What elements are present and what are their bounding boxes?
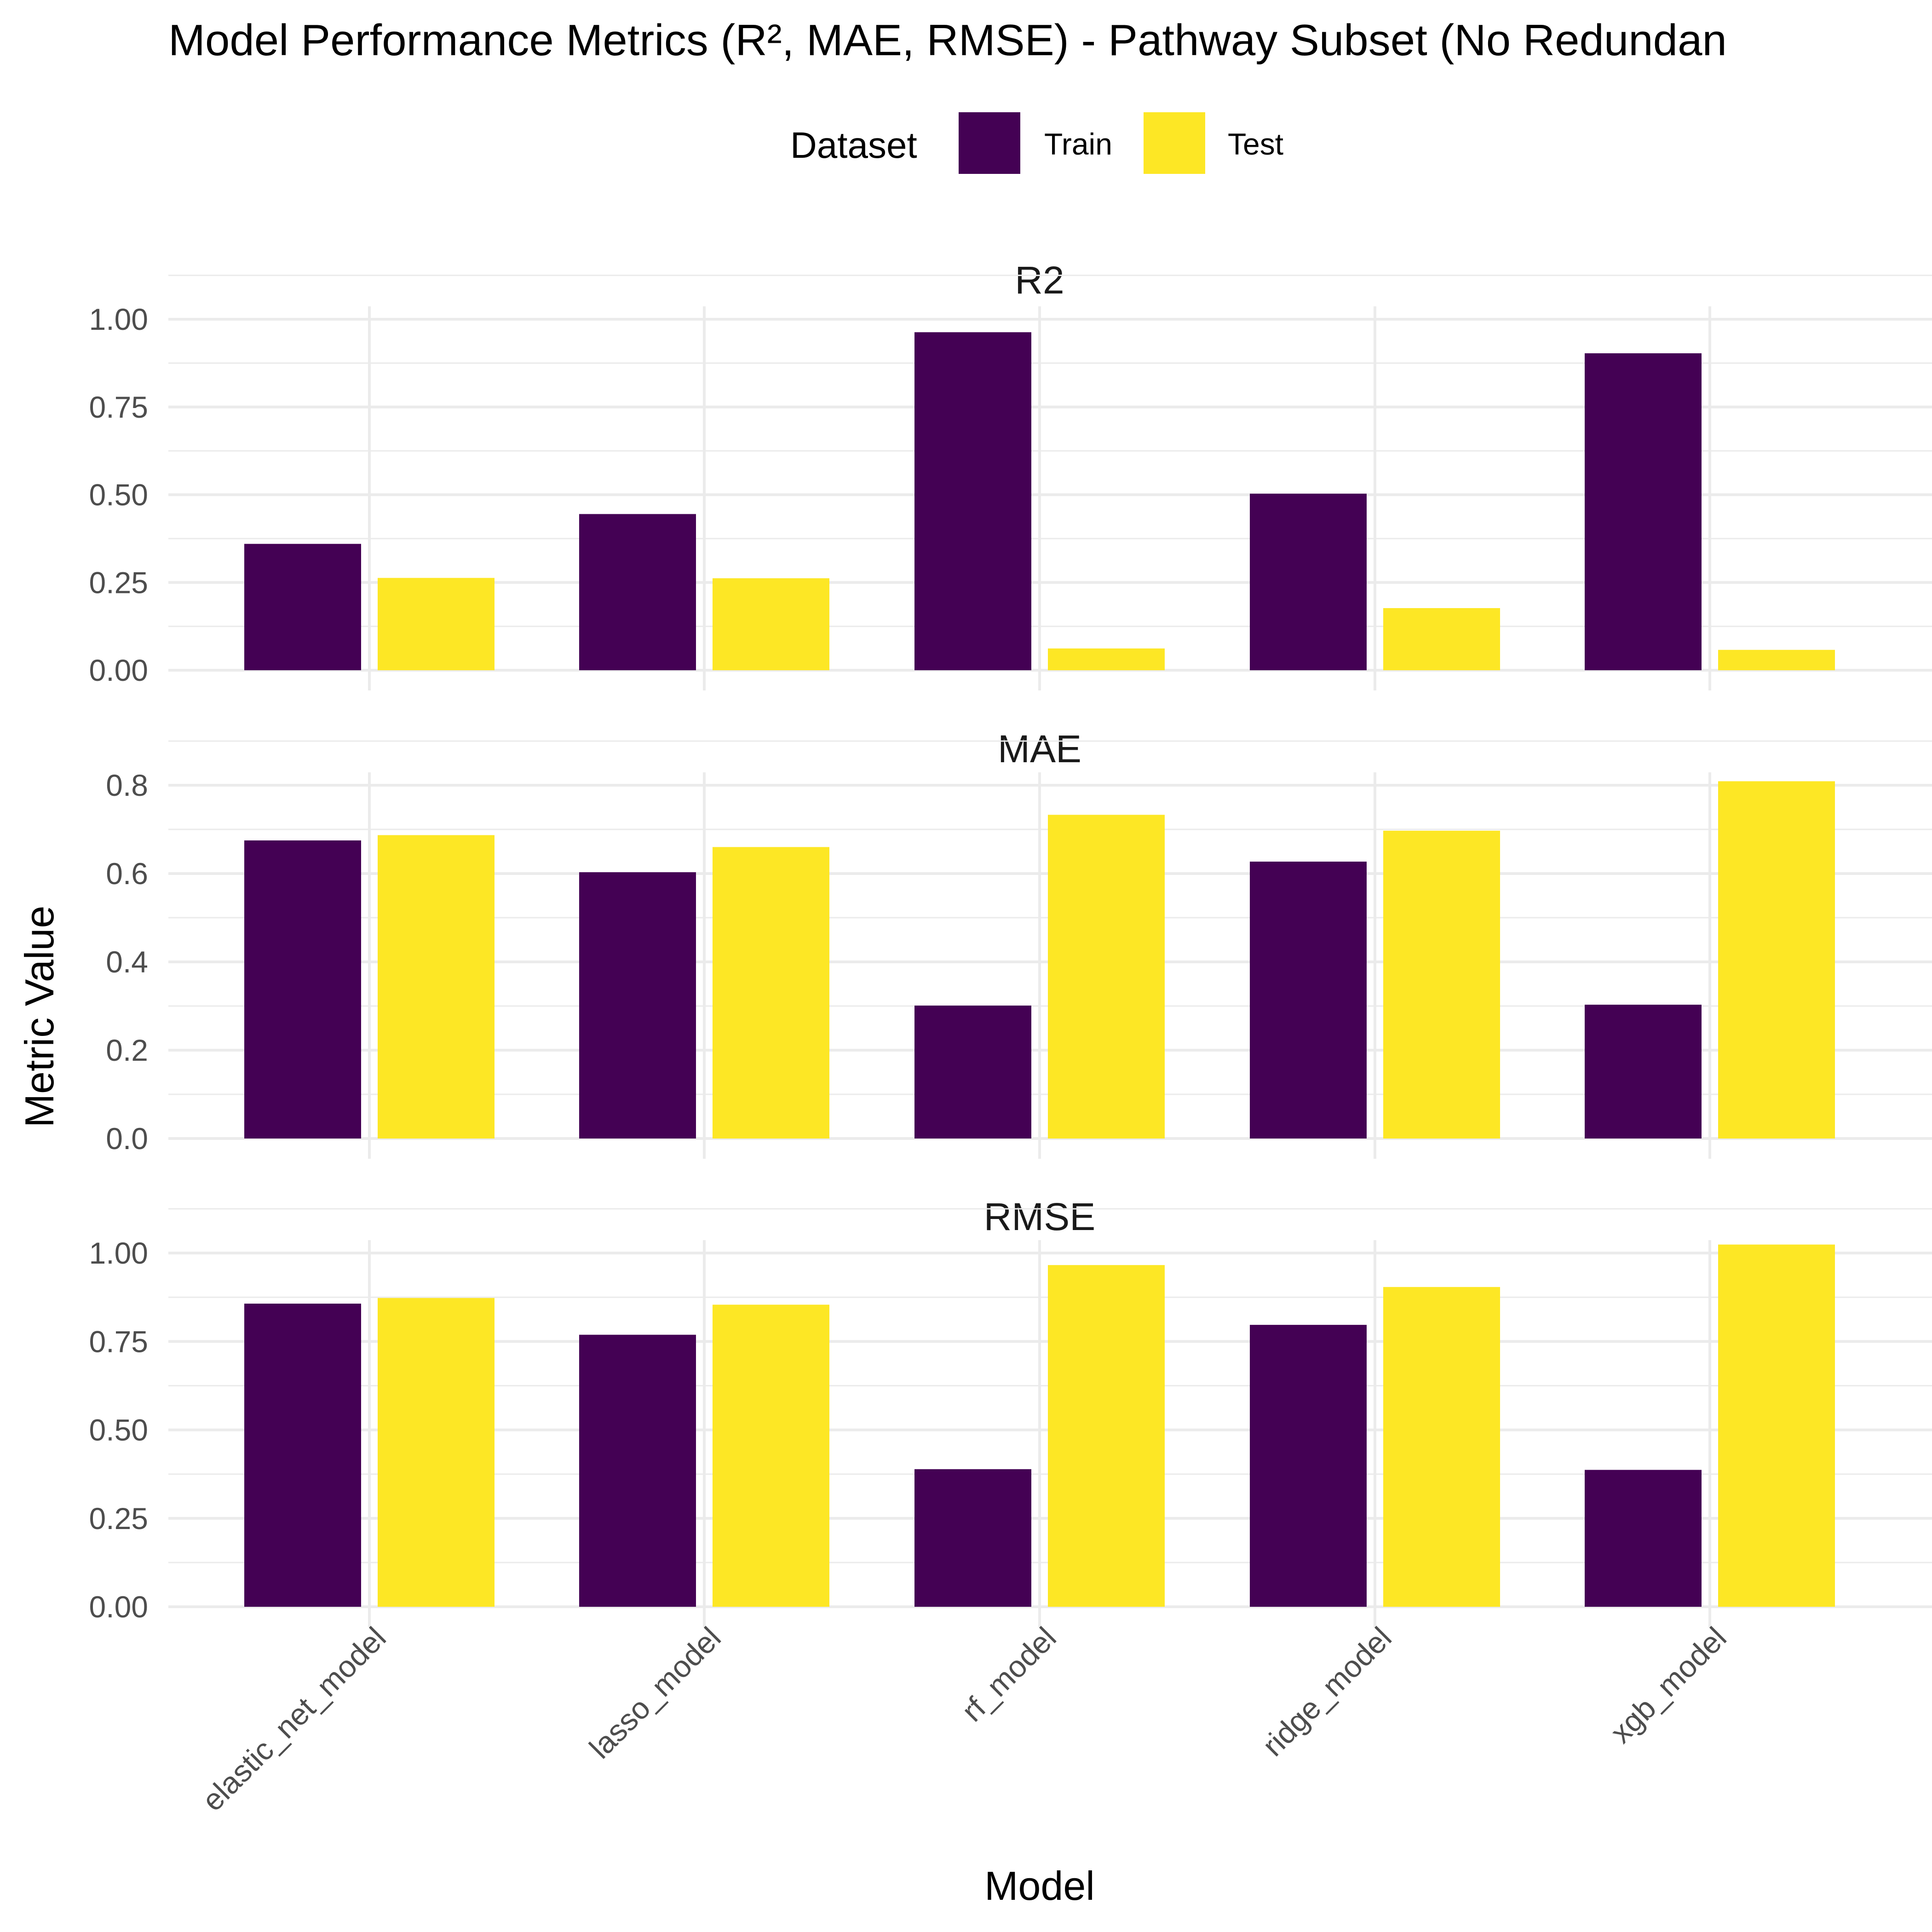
bar-rmse-train-lasso_model xyxy=(579,1334,696,1607)
y-tick-label: 0.50 xyxy=(89,478,148,512)
facet-panel-r2: R2 0.00 0.25 0.50 0.75 1.00 xyxy=(89,259,1932,690)
y-axis-title: Metric Value xyxy=(17,906,62,1128)
facet-label-r2: R2 xyxy=(1015,259,1064,302)
y-tick-label: 0.25 xyxy=(89,1501,148,1535)
y-tick-label: 0.8 xyxy=(106,768,148,802)
bar-rmse-train-rf_model xyxy=(914,1469,1031,1607)
x-axis-tick-labels: elastic_net_model lasso_model rf_model ridg… xyxy=(195,1621,1733,1818)
bar-rmse-train-xgb_model xyxy=(1585,1470,1702,1607)
bar-rmse-train-ridge_model xyxy=(1250,1325,1367,1607)
bar-mae-test-elastic_net_model xyxy=(378,835,494,1138)
y-tick-label: 0.2 xyxy=(106,1033,148,1067)
bar-r2-test-elastic_net_model xyxy=(378,578,494,670)
y-tick-label: 0.0 xyxy=(106,1121,148,1156)
bar-rmse-test-xgb_model xyxy=(1718,1244,1835,1607)
y-tick-label: 0.4 xyxy=(106,945,148,979)
bar-r2-train-rf_model xyxy=(914,332,1031,670)
x-tick-label: xgb_model xyxy=(1604,1621,1733,1750)
x-tick-label: ridge_model xyxy=(1256,1621,1398,1763)
y-tick-label: 1.00 xyxy=(89,302,148,336)
bar-mae-train-elastic_net_model xyxy=(244,840,361,1138)
x-axis-title: Model xyxy=(984,1863,1095,1909)
x-tick-label: elastic_net_model xyxy=(195,1621,392,1818)
bar-r2-test-xgb_model xyxy=(1718,650,1835,670)
y-tick-label: 0.25 xyxy=(89,565,148,599)
facet-label-mae: MAE xyxy=(998,727,1081,770)
bar-rmse-test-lasso_model xyxy=(713,1305,829,1607)
bar-mae-test-rf_model xyxy=(1048,815,1165,1138)
bar-rmse-test-ridge_model xyxy=(1383,1287,1500,1607)
legend-label-train: Train xyxy=(1044,127,1112,161)
bar-r2-train-lasso_model xyxy=(579,514,696,670)
y-tick-label: 0.50 xyxy=(89,1413,148,1447)
bar-r2-train-elastic_net_model xyxy=(244,544,361,670)
legend-swatch-test xyxy=(1144,112,1205,174)
y-tick-label: 0.00 xyxy=(89,1590,148,1624)
legend-swatch-train xyxy=(959,112,1020,174)
legend: Dataset Train Test xyxy=(790,112,1283,174)
bar-r2-test-rf_model xyxy=(1048,648,1165,670)
bar-mae-train-rf_model xyxy=(914,1006,1031,1138)
chart-title: Model Performance Metrics (R², MAE, RMSE… xyxy=(168,16,1727,65)
y-tick-label: 0.75 xyxy=(89,1324,148,1358)
bar-mae-train-ridge_model xyxy=(1250,862,1367,1138)
bar-mae-train-lasso_model xyxy=(579,872,696,1138)
bar-mae-test-ridge_model xyxy=(1383,830,1500,1138)
bar-mae-test-lasso_model xyxy=(713,847,829,1138)
bar-rmse-train-elastic_net_model xyxy=(244,1303,361,1607)
bar-rmse-test-rf_model xyxy=(1048,1265,1165,1607)
bar-mae-train-xgb_model xyxy=(1585,1005,1702,1138)
x-tick-label: rf_model xyxy=(955,1621,1063,1728)
y-tick-label: 0.6 xyxy=(106,857,148,891)
facet-label-rmse: RMSE xyxy=(984,1195,1096,1238)
facet-panel-rmse: RMSE 0.00 0.25 0.50 0.75 1.00 xyxy=(89,1195,1932,1627)
bar-r2-test-ridge_model xyxy=(1383,608,1500,670)
legend-label-test: Test xyxy=(1228,127,1283,161)
bar-r2-train-ridge_model xyxy=(1250,494,1367,670)
bar-r2-train-xgb_model xyxy=(1585,353,1702,670)
legend-title: Dataset xyxy=(790,125,917,166)
y-tick-label: 0.75 xyxy=(89,390,148,424)
y-tick-label: 0.00 xyxy=(89,653,148,687)
x-tick-label: lasso_model xyxy=(583,1621,727,1765)
y-tick-label: 1.00 xyxy=(89,1236,148,1270)
facet-panels: R2 0.00 0.25 0.50 0.75 1.00 MAE 0.0 0.2 0.4 0.6 0.8… xyxy=(89,259,1932,1627)
bar-r2-test-lasso_model xyxy=(713,578,829,670)
bar-rmse-test-elastic_net_model xyxy=(378,1298,494,1607)
facet-panel-mae: MAE 0.0 0.2 0.4 0.6 0.8 xyxy=(106,727,1932,1159)
bar-mae-test-xgb_model xyxy=(1718,781,1835,1138)
